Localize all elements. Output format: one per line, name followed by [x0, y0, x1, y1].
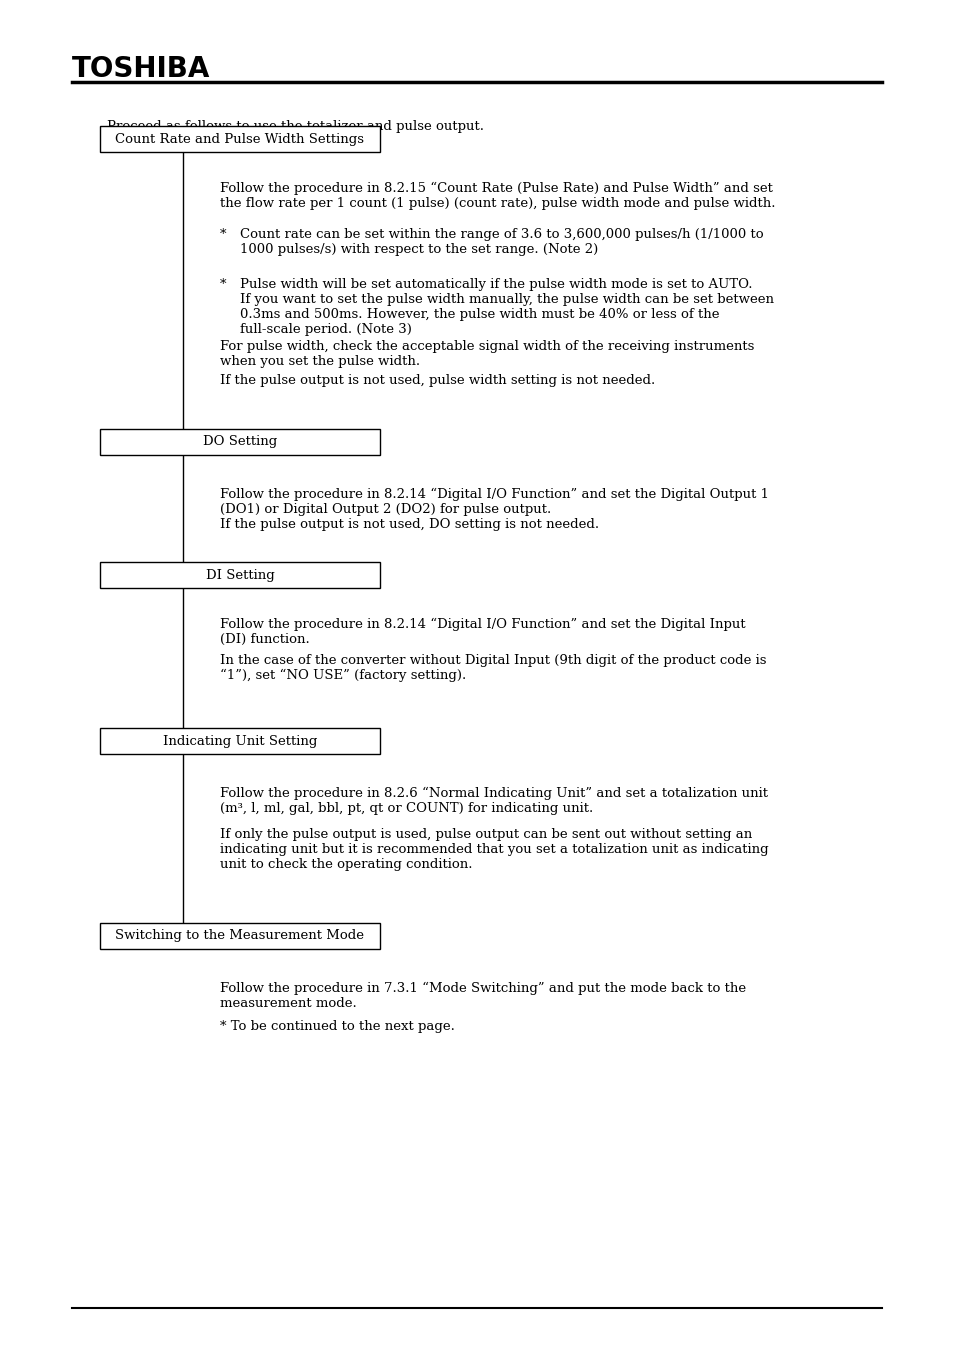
Text: Follow the procedure in 8.2.6 “Normal Indicating Unit” and set a totalization un: Follow the procedure in 8.2.6 “Normal In… — [220, 787, 767, 815]
Text: Pulse width will be set automatically if the pulse width mode is set to AUTO.
If: Pulse width will be set automatically if… — [240, 278, 773, 336]
Bar — [100, 429, 379, 455]
Text: Count rate can be set within the range of 3.6 to 3,600,000 pulses/h (1/1000 to
1: Count rate can be set within the range o… — [240, 228, 762, 256]
Text: Switching to the Measurement Mode: Switching to the Measurement Mode — [115, 930, 364, 942]
Text: Indicating Unit Setting: Indicating Unit Setting — [163, 734, 316, 748]
Text: *: * — [220, 228, 226, 242]
Text: Follow the procedure in 7.3.1 “Mode Switching” and put the mode back to the
meas: Follow the procedure in 7.3.1 “Mode Swit… — [220, 981, 745, 1010]
Text: In the case of the converter without Digital Input (9th digit of the product cod: In the case of the converter without Dig… — [220, 653, 765, 682]
Text: If only the pulse output is used, pulse output can be sent out without setting a: If only the pulse output is used, pulse … — [220, 828, 768, 871]
Text: Follow the procedure in 8.2.15 “Count Rate (Pulse Rate) and Pulse Width” and set: Follow the procedure in 8.2.15 “Count Ra… — [220, 182, 775, 211]
Text: *: * — [220, 278, 226, 292]
Bar — [100, 126, 379, 153]
Text: DI Setting: DI Setting — [206, 568, 274, 582]
Text: For pulse width, check the acceptable signal width of the receiving instruments
: For pulse width, check the acceptable si… — [220, 340, 754, 369]
Text: Count Rate and Pulse Width Settings: Count Rate and Pulse Width Settings — [115, 132, 364, 146]
Text: Follow the procedure in 8.2.14 “Digital I/O Function” and set the Digital Input
: Follow the procedure in 8.2.14 “Digital … — [220, 618, 745, 647]
Text: Proceed as follows to use the totalizer and pulse output.: Proceed as follows to use the totalizer … — [107, 120, 483, 134]
Bar — [100, 728, 379, 755]
Text: Follow the procedure in 8.2.14 “Digital I/O Function” and set the Digital Output: Follow the procedure in 8.2.14 “Digital … — [220, 487, 768, 532]
Bar — [100, 562, 379, 589]
Text: DO Setting: DO Setting — [203, 436, 276, 448]
Text: TOSHIBA: TOSHIBA — [71, 55, 211, 82]
Text: * To be continued to the next page.: * To be continued to the next page. — [220, 1021, 455, 1033]
Text: If the pulse output is not used, pulse width setting is not needed.: If the pulse output is not used, pulse w… — [220, 374, 655, 387]
Bar — [100, 923, 379, 949]
